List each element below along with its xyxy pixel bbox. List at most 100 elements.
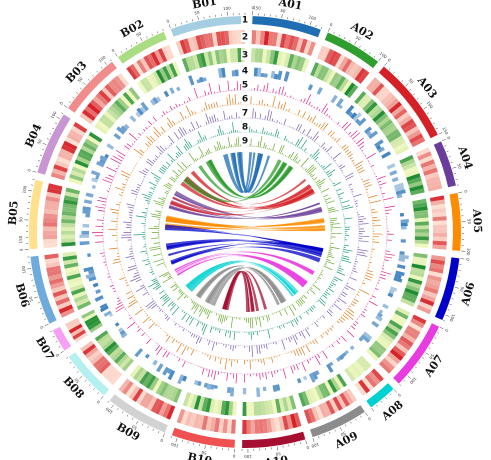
track-6-bin [160,126,166,133]
chromosome-a02-tick [364,48,366,51]
track-3-bin [69,283,85,292]
track-2-bin [334,54,346,69]
track-3-bin [264,400,270,415]
track-2-bin [62,140,78,151]
chromosome-a04-tick-label: 50 [456,163,462,170]
track-number-4: 4 [242,67,248,77]
track-2-bin [378,361,392,374]
track-2-bin [303,409,313,424]
track-3-bin [136,81,148,95]
chromosome-b01-label: B01 [191,0,218,12]
track-3-bin [271,399,278,414]
track-8-bin [167,153,175,162]
track-5-bin [311,104,313,107]
track-5-bin [102,204,106,206]
track-4-bin [90,170,101,177]
chromosome-b08-tick [79,375,83,379]
chromosome-a02-tick [333,31,335,35]
chromosome-a07-label: A07 [421,352,446,380]
track-2-bin [53,293,69,302]
track-2-bin [205,416,213,431]
chromosome-a06-tick [449,303,452,305]
track-9-bin [323,265,333,271]
track-2-bin [425,175,441,184]
track-2-bin [46,265,61,273]
track-5-bin [113,290,116,293]
track-9-bin [328,253,333,256]
track-5-bin [102,179,112,184]
track-8-bin [150,172,161,179]
chromosome-a01-tick-label: 50 [280,8,286,14]
chromosome-b03-tick [79,87,82,90]
chromosome-a09-tick [312,438,315,442]
track-5-bin [357,141,365,147]
track-4-bin [221,67,226,78]
track-7-bin [166,317,170,321]
chromosome-a03-tick [433,122,435,125]
track-4-bin [83,199,93,205]
track-3-bin [77,152,92,162]
track-6-bin [181,345,187,356]
chromosome-b04-band [37,114,71,175]
track-6-bin [345,310,354,317]
track-8-bin [300,139,308,150]
track-5-bin [354,140,356,142]
track-2-bin [55,296,70,306]
track-3-bin [152,71,163,86]
track-8-bin [343,249,353,252]
chromosome-a01-tick [304,21,306,24]
track-2-bin [106,369,120,383]
track-2-bin [98,361,112,374]
track-4-bin [335,98,344,108]
track-6-bin [121,191,124,194]
track-3-bin [75,155,91,165]
track-7-bin [157,305,159,308]
chromosome-b09-tick [147,426,149,429]
track-6-bin [210,103,213,109]
track-2-bin [81,109,96,121]
track-2-bin [43,242,58,249]
track-6-bin [148,322,155,330]
track-6-bin [322,333,325,335]
track-3-bin [99,335,113,348]
track-3-bin [400,297,415,307]
synteny-link [198,162,288,199]
track-2-bin [236,30,242,45]
track-3-bin [212,399,219,414]
track-7-bin [144,288,147,290]
track-9-bin [279,310,282,317]
track-5-bin [364,155,367,157]
synteny-link [231,152,256,193]
track-2-bin [230,419,236,434]
synteny-link [185,260,298,294]
track-5-bin [352,132,360,140]
track-3-bin [222,48,228,64]
track-2-bin [161,46,171,61]
track-9-bin [289,151,295,159]
track-9-bin [162,276,173,284]
track-4-bin [167,369,176,381]
track-2-bin [246,419,251,434]
track-5-bin [361,149,364,152]
chromosome-b05-band [29,179,44,250]
track-2-bin [92,96,106,109]
track-number-bg [241,66,249,76]
track-2-bin [197,414,205,430]
track-9-bin [330,223,340,225]
track-3-bin [354,91,367,105]
chromosome-b03-band [68,61,117,113]
track-9-bin [249,317,252,329]
track-5-bin [300,99,303,102]
track-4-bin [308,372,316,383]
track-2-bin [154,49,164,65]
track-8-bin [163,296,170,302]
track-5-bin [148,120,153,126]
track-6-bin [116,203,120,206]
track-8-bin [326,169,336,176]
track-8-bin [316,160,318,163]
track-5-bin [116,302,122,306]
track-5-bin [281,86,285,95]
track-5-bin [183,101,186,104]
track-2-bin [358,379,371,394]
track-number-bg [241,50,249,60]
